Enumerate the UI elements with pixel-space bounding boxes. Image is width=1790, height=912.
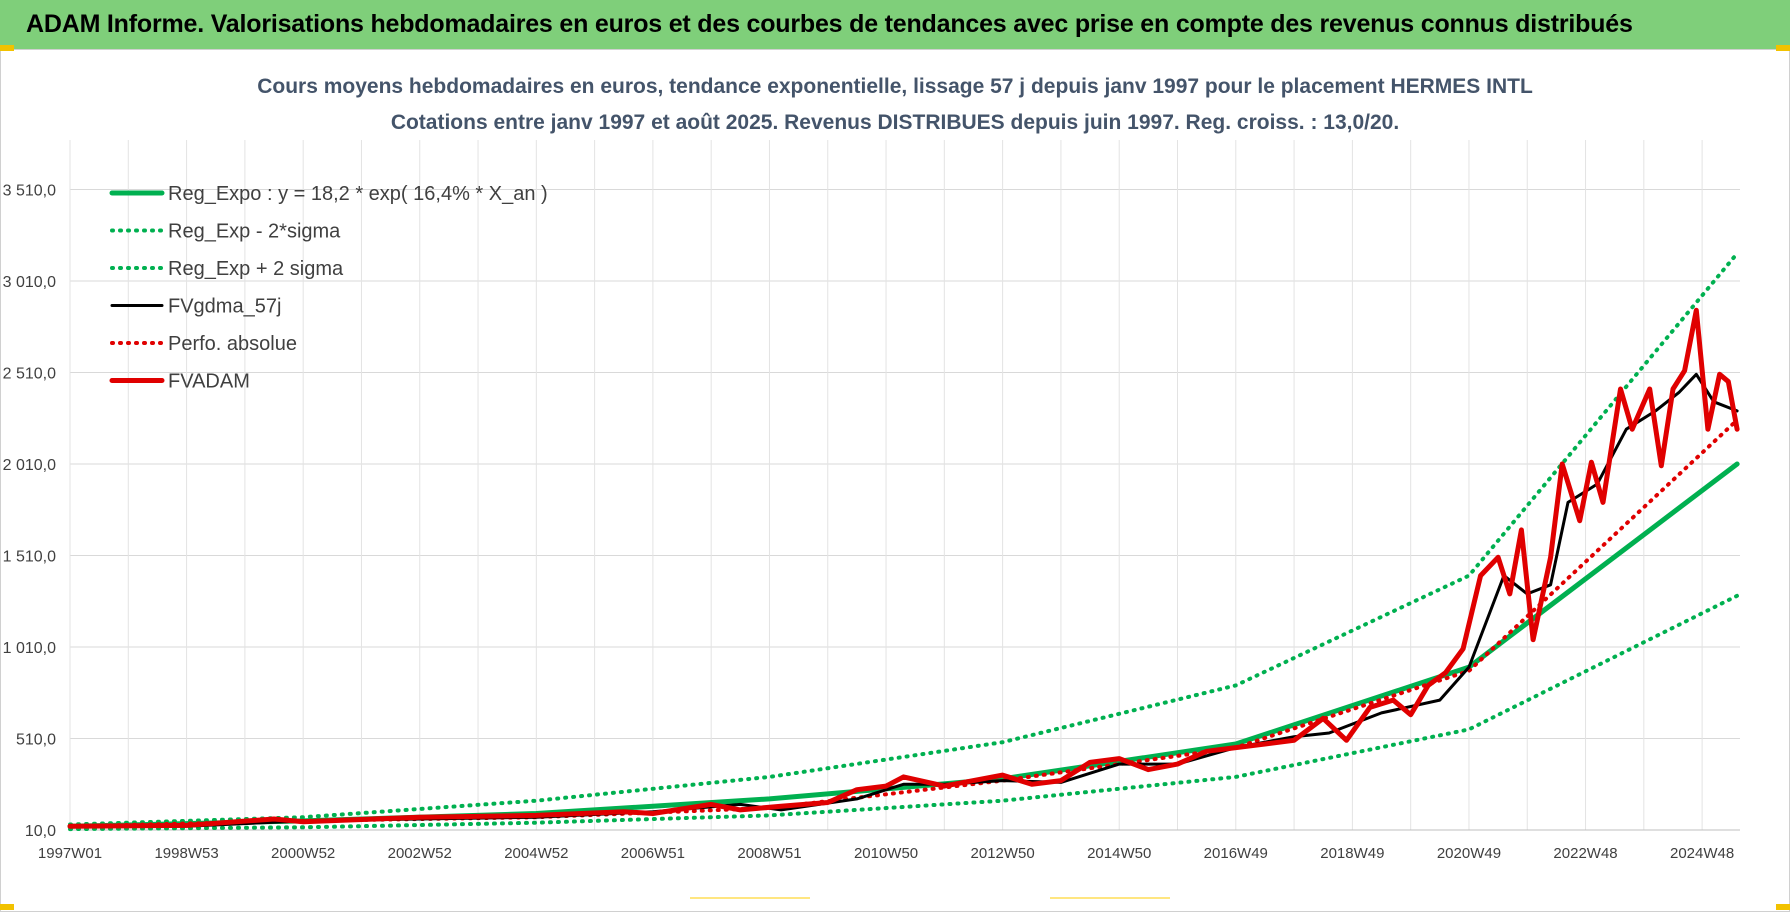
chart-title: Cours moyens hebdomadaires en euros, ten…	[257, 75, 1533, 98]
bottom-accent	[690, 897, 810, 899]
y-tick-label: 2 010,0	[3, 457, 56, 474]
series-line	[68, 372, 1739, 828]
chart-subtitle: Cotations entre janv 1997 et août 2025. …	[390, 111, 1400, 134]
corner-marker	[1776, 904, 1790, 910]
series-line	[68, 593, 1740, 832]
x-tick-label: 2008W51	[737, 845, 801, 862]
bottom-accent	[1050, 897, 1170, 899]
corner-marker	[1776, 45, 1790, 51]
legend-label: Perfo. absolue	[168, 333, 297, 355]
corner-marker	[0, 45, 14, 51]
x-tick-label: 2012W50	[971, 845, 1035, 862]
y-tick-label: 3 510,0	[3, 183, 56, 200]
legend-label: Reg_Exp + 2 sigma	[168, 258, 344, 280]
x-tick-label: 2006W51	[621, 845, 685, 862]
x-tick-label: 2016W49	[1204, 845, 1268, 862]
series-line	[67, 307, 1740, 829]
grid	[69, 140, 1740, 831]
report-title: ADAM Informe. Valorisations hebdomadaire…	[26, 10, 1633, 38]
x-tick-label: 2024W48	[1670, 845, 1734, 862]
x-tick-label: 2004W52	[504, 845, 568, 862]
x-axis-tick-labels: 1997W01 1998W53 2000W52 2002W52 2004W52 2006W…	[38, 845, 1734, 862]
y-axis-tick-labels: 10,0 510,0 1 010,0 1 510,0 2 010,0 2 510,0 3 0…	[3, 183, 56, 841]
x-tick-label: 2022W48	[1553, 845, 1617, 862]
legend-label: FVgdma_57j	[168, 296, 281, 318]
x-tick-label: 2014W50	[1087, 845, 1151, 862]
legend-label: FVADAM	[168, 371, 250, 393]
x-tick-label: 2000W52	[271, 845, 335, 862]
x-tick-label: 2018W49	[1320, 845, 1384, 862]
y-tick-label: 1 510,0	[3, 549, 56, 566]
legend-label: Reg_Expo : y = 18,2 * exp( 16,4% * X_an …	[168, 183, 548, 205]
x-tick-label: 1998W53	[154, 845, 218, 862]
y-tick-label: 1 010,0	[3, 640, 56, 657]
series-line	[67, 461, 1740, 829]
legend: Reg_Expo : y = 18,2 * exp( 16,4% * X_an …	[109, 183, 548, 393]
y-tick-label: 10,0	[25, 823, 56, 840]
y-tick-label: 510,0	[16, 732, 56, 749]
y-tick-label: 2 510,0	[3, 366, 56, 383]
legend-label: Reg_Exp - 2*sigma	[168, 221, 341, 243]
corner-marker	[0, 904, 14, 910]
series-lines	[67, 251, 1740, 832]
x-tick-label: 2002W52	[388, 845, 452, 862]
x-tick-label: 2010W50	[854, 845, 918, 862]
series-line	[68, 251, 1740, 827]
y-tick-label: 3 010,0	[3, 274, 56, 291]
x-tick-label: 2020W49	[1437, 845, 1501, 862]
x-tick-label: 1997W01	[38, 845, 102, 862]
